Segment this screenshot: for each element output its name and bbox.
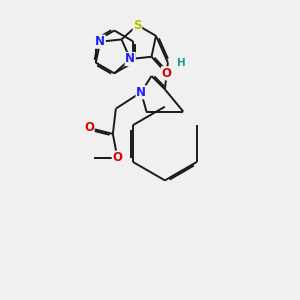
- Text: N: N: [136, 86, 146, 99]
- Text: N: N: [125, 52, 135, 65]
- Text: O: O: [161, 67, 171, 80]
- Text: S: S: [133, 19, 142, 32]
- Text: O: O: [84, 122, 94, 134]
- Text: O: O: [112, 151, 122, 164]
- Text: H: H: [177, 58, 186, 68]
- Text: N: N: [95, 35, 105, 48]
